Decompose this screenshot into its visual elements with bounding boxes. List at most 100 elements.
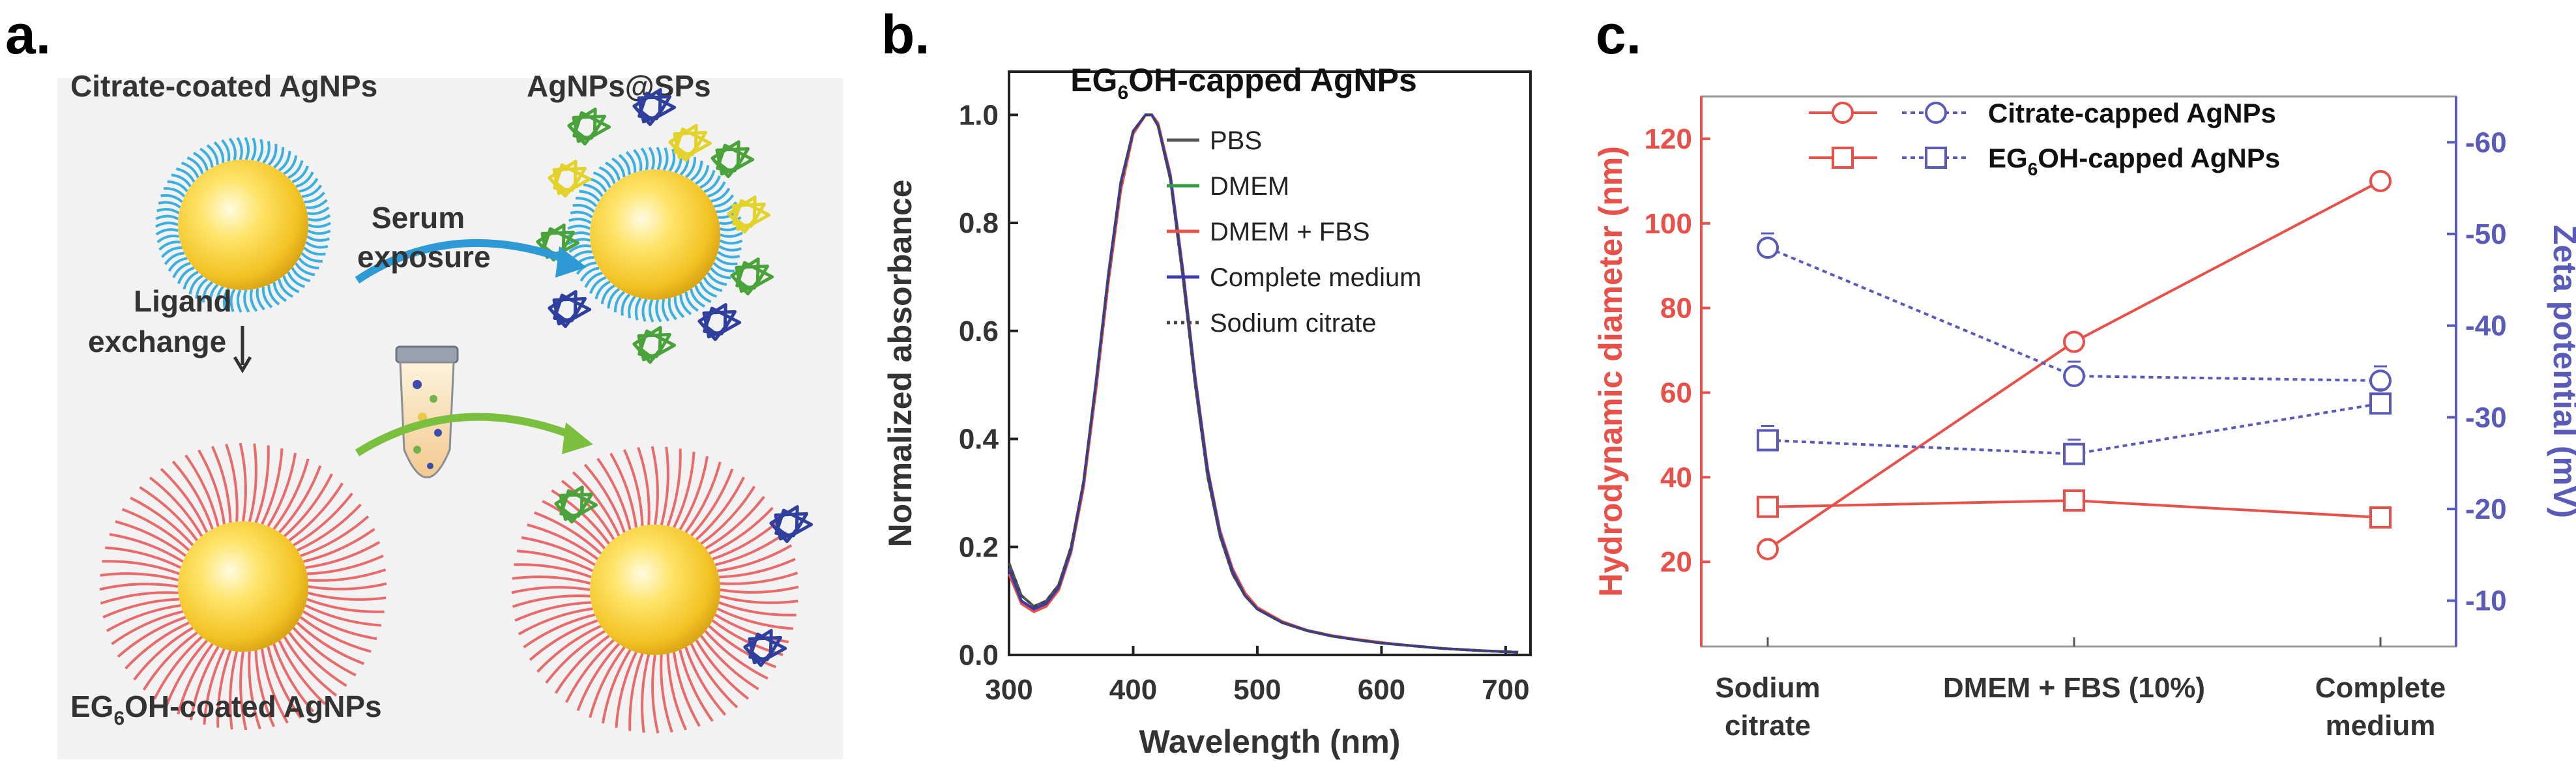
- x-tick-label: 500: [1233, 674, 1281, 706]
- left-tick-label: 120: [1645, 123, 1692, 155]
- protein-icon: [668, 124, 712, 162]
- legend-label: PBS: [1210, 126, 1262, 155]
- corona-label: AgNPs@SPs: [527, 69, 711, 103]
- y-tick-label: 0.4: [959, 424, 999, 456]
- eg6oh-nanoparticle-exposed: [511, 446, 799, 734]
- gold-core: [178, 160, 308, 290]
- data-point-eg6oh-capped-agnps-zeta: [1757, 429, 1779, 452]
- panel-c: c. 20 40 60 80 100 120 -10 -20 -30 -40 -50 -60 Sod…: [1592, 4, 2576, 742]
- protein-icon: [567, 108, 611, 146]
- right-tick-label: -50: [2465, 218, 2507, 250]
- eg6oh-coated-label: EG6OH-coated AgNPs: [70, 690, 382, 729]
- protein-icon: [697, 303, 742, 341]
- legend-marker-left: [1832, 102, 1854, 124]
- ligand-shell: [567, 147, 743, 323]
- eg6oh-nanoparticle: [99, 443, 387, 731]
- legend-label: Complete medium: [1210, 263, 1422, 292]
- gold-core: [178, 521, 308, 652]
- y-tick-label: 0.8: [959, 207, 999, 239]
- left-tick-label: 40: [1660, 461, 1692, 493]
- protein-icon: [743, 629, 787, 667]
- protein-icon: [769, 505, 813, 544]
- protein-icon: [727, 196, 771, 234]
- legend-marker-left: [1832, 147, 1854, 169]
- panel-b-letter: b.: [881, 4, 930, 65]
- x-tick-label: 600: [1358, 674, 1405, 706]
- data-point-eg6oh-capped-agnps-zeta: [2063, 443, 2085, 465]
- data-point-citrate-capped-agnps-diameter: [2063, 330, 2085, 353]
- category-label: Sodium: [1715, 672, 1820, 704]
- gold-core: [590, 525, 720, 655]
- panel-b: b. EG6OH-capped AgNPs 300 400 500 600 700 0.…: [881, 4, 1532, 760]
- x-tick-label: 700: [1482, 674, 1529, 706]
- panel-b-title: EG6OH-capped AgNPs: [1070, 62, 1417, 104]
- protein-icon: [554, 486, 598, 524]
- data-point-citrate-capped-agnps-diameter: [2369, 169, 2392, 192]
- category-label: medium: [2326, 710, 2436, 742]
- data-point-eg6oh-capped-agnps-diameter: [2063, 489, 2085, 512]
- serum-arrow-bottom: [355, 413, 574, 457]
- data-point-citrate-capped-agnps-zeta: [2063, 365, 2085, 388]
- data-point-citrate-capped-agnps-diameter: [1757, 538, 1779, 560]
- citrate-coated-label: Citrate-coated AgNPs: [70, 69, 377, 103]
- spectrum-line-complete-medium: [1008, 113, 1519, 654]
- legend-marker-right: [1925, 102, 1947, 124]
- panel-c-right-axis-label: Zeta potential (mV): [2547, 225, 2576, 518]
- y-tick-label: 0.2: [959, 531, 999, 563]
- protein-icon: [730, 257, 774, 296]
- right-tick-label: -20: [2465, 493, 2507, 525]
- y-tick-label: 0.0: [959, 639, 999, 671]
- data-point-eg6oh-capped-agnps-zeta: [2369, 392, 2392, 415]
- data-point-citrate-capped-agnps-zeta: [2369, 370, 2392, 392]
- legend-label: DMEM: [1210, 172, 1289, 201]
- data-point-citrate-capped-agnps-zeta: [1757, 237, 1779, 259]
- panel-c-legend-label-eg6oh: EG6OH-capped AgNPs: [1988, 143, 2280, 179]
- panel-b-y-ticks: 0.0 0.2 0.4 0.6 0.8 1.0: [959, 99, 1018, 671]
- serum-arrow-top: [355, 239, 567, 283]
- ligand-label: Ligand: [134, 284, 232, 318]
- panel-b-plot-frame: [1008, 70, 1532, 656]
- left-tick-label: 20: [1660, 546, 1692, 578]
- panel-a: a. Citrate-coated AgNPs AgNPs@SPs Serum …: [5, 4, 843, 759]
- ligand-shell: [155, 137, 331, 313]
- y-tick-label: 1.0: [959, 99, 999, 131]
- protein-icon: [548, 290, 592, 328]
- protein-icon: [536, 224, 580, 262]
- panel-c-left-ticks: 20 40 60 80 100 120: [1645, 123, 1710, 578]
- panel-c-legend-label-citrate: Citrate-capped AgNPs: [1988, 98, 2276, 128]
- protein-icon: [632, 88, 677, 126]
- panel-b-x-ticks: 300 400 500 600 700: [985, 646, 1530, 706]
- panel-b-y-axis-label: Normalized absorbance: [882, 179, 918, 547]
- panel-b-legend: PBS DMEM DMEM + FBS Complete medium Sodium c…: [1167, 126, 1422, 338]
- left-tick-label: 60: [1660, 377, 1692, 409]
- protein-icon: [548, 160, 592, 198]
- ligand-shell: [511, 446, 799, 734]
- left-tick-label: 100: [1645, 208, 1692, 240]
- citrate-nanoparticle: [155, 137, 331, 313]
- y-tick-label: 0.6: [959, 315, 999, 347]
- legend-label: Sodium citrate: [1210, 309, 1377, 338]
- panel-c-right-ticks: -10 -20 -30 -40 -50 -60: [2447, 126, 2507, 617]
- category-label: Complete: [2315, 672, 2446, 704]
- panel-c-categories: Sodium citrate DMEM + FBS (10%) Complete med…: [1715, 637, 2446, 742]
- category-label: DMEM + FBS (10%): [1943, 672, 2205, 704]
- panel-a-letter: a.: [5, 4, 51, 65]
- series-line-citrate-capped-agnps-zeta: [1767, 246, 2381, 383]
- serum-label: Serum: [372, 201, 465, 235]
- category-label: citrate: [1725, 710, 1811, 742]
- right-tick-label: -40: [2465, 310, 2507, 342]
- left-tick-label: 80: [1660, 293, 1692, 325]
- protein-icon: [632, 326, 677, 364]
- serum-arrowhead-top: [555, 246, 587, 278]
- ligand-shell: [99, 443, 387, 731]
- corona-nanoparticle: [567, 147, 743, 323]
- protein-icon: [710, 140, 755, 179]
- ligand-arrowhead: [233, 356, 252, 373]
- panel-b-x-axis-label: Wavelength (nm): [1139, 723, 1401, 760]
- serum-arrowhead-bottom: [562, 422, 593, 454]
- x-tick-label: 300: [985, 674, 1032, 706]
- data-point-eg6oh-capped-agnps-diameter: [2369, 506, 2392, 529]
- legend-marker-right: [1925, 147, 1947, 169]
- panel-c-legend: Citrate-capped AgNPs EG6OH-capped AgNPs: [1809, 98, 2280, 179]
